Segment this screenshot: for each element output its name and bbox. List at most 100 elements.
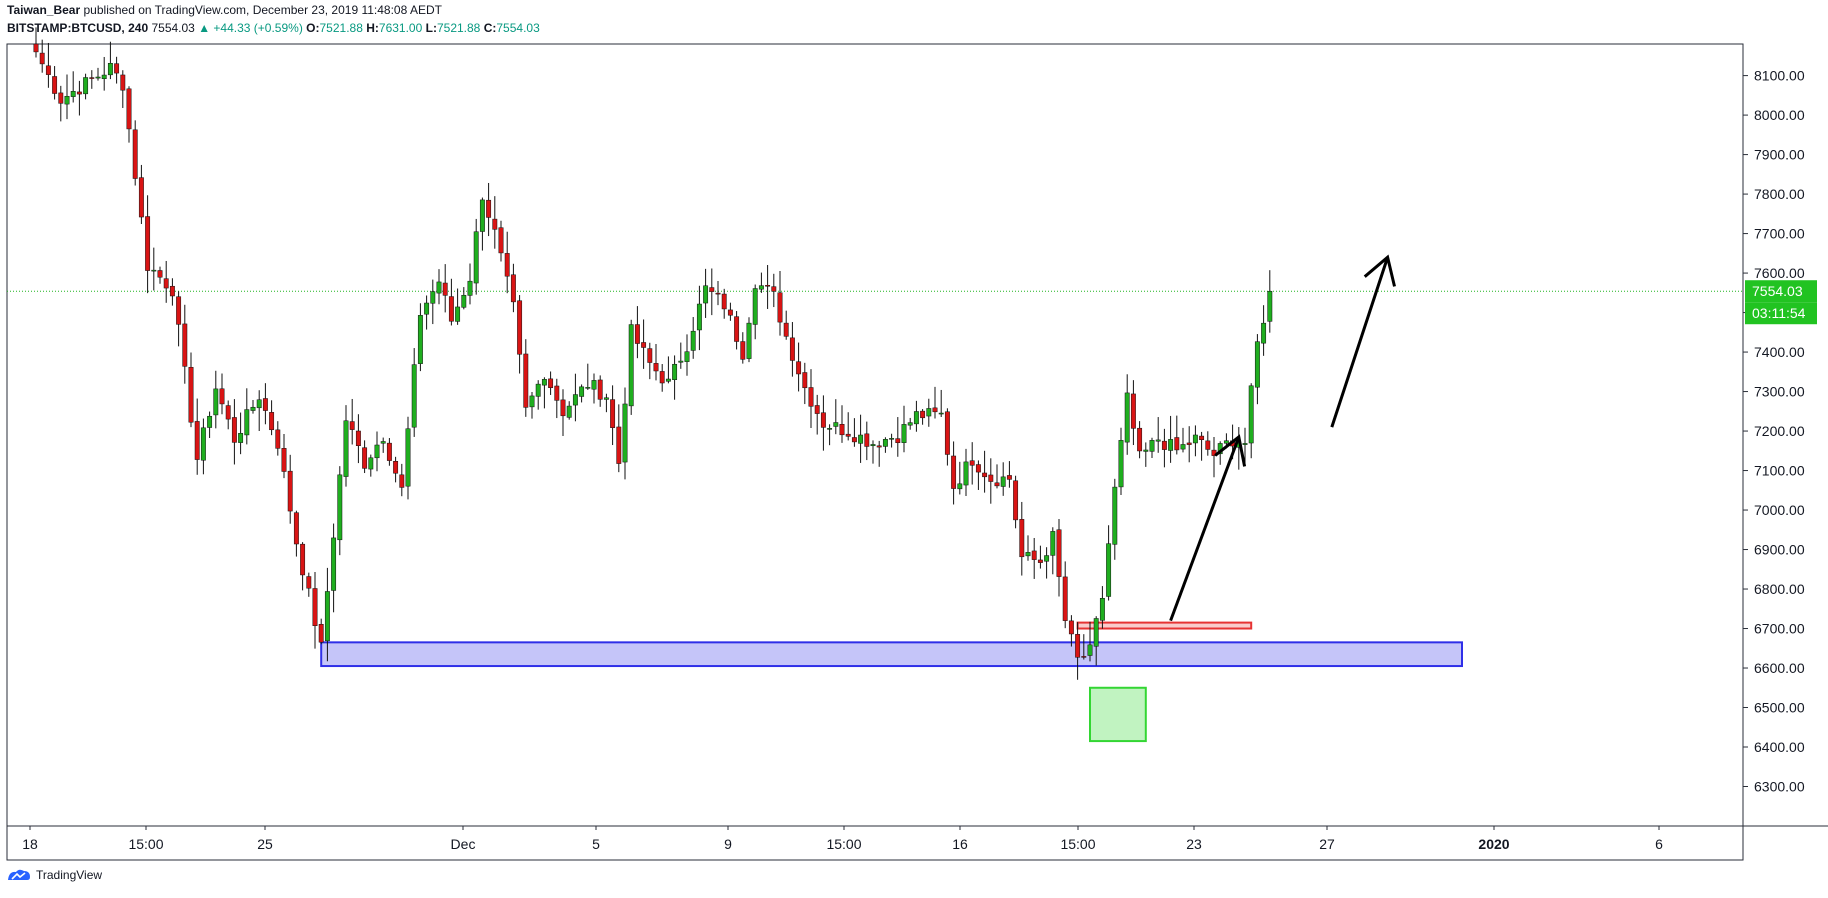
candle	[1267, 270, 1273, 333]
candle	[690, 317, 696, 359]
candle-body	[548, 378, 554, 389]
candle	[486, 182, 492, 237]
candle-body	[820, 412, 826, 428]
candle-body	[597, 379, 603, 400]
y-tick-label: 6300.00	[1754, 779, 1805, 795]
candle-body	[1106, 543, 1112, 597]
candle	[839, 405, 845, 443]
arrow-1	[1169, 434, 1247, 622]
candle	[1075, 622, 1081, 680]
arrow-2	[1330, 254, 1396, 428]
candle-body	[448, 296, 454, 322]
candle	[362, 440, 368, 474]
candle-body	[312, 588, 318, 626]
candle	[851, 418, 857, 447]
candle	[926, 398, 932, 427]
author-name[interactable]: Taiwan_Bear	[7, 3, 81, 17]
candle	[703, 268, 709, 318]
candle	[982, 450, 988, 493]
candle	[120, 70, 126, 108]
candle-body	[796, 361, 802, 375]
candle-body	[436, 281, 442, 294]
y-tick-label: 8100.00	[1754, 68, 1805, 84]
candle-body	[789, 337, 795, 361]
candle	[517, 295, 523, 374]
candle	[1062, 561, 1068, 629]
candle	[1087, 621, 1093, 662]
candle-body	[1044, 555, 1050, 562]
candle-body	[324, 591, 330, 642]
candle	[597, 375, 603, 407]
candle	[1143, 442, 1149, 467]
candle-body	[734, 316, 740, 342]
candle-body	[696, 303, 702, 331]
candle-body	[851, 437, 857, 443]
candle	[256, 390, 262, 432]
candle-body	[207, 415, 213, 428]
candle	[1180, 427, 1186, 453]
candle-body	[529, 395, 535, 408]
candle-body	[250, 406, 256, 411]
candle-body	[455, 306, 461, 322]
candle-body	[510, 274, 516, 303]
candle	[275, 421, 281, 456]
candle-body	[752, 288, 758, 325]
candle-body	[920, 410, 926, 419]
tradingview-footer[interactable]: TradingView	[6, 868, 102, 882]
x-tick-label: 23	[1186, 836, 1202, 852]
publish-info: published on TradingView.com, December 2…	[83, 3, 442, 17]
tradingview-logo-icon	[8, 869, 30, 880]
countdown-badge-text: 03:11:54	[1752, 305, 1806, 321]
last-price: 7554.03	[151, 21, 195, 35]
candle	[374, 431, 380, 472]
candle-body	[665, 378, 671, 382]
candle-body	[982, 472, 988, 478]
candle	[579, 384, 585, 403]
candle	[641, 319, 647, 369]
candle-body	[374, 444, 380, 459]
candle	[479, 197, 485, 251]
candle-body	[975, 464, 981, 473]
candle	[1093, 616, 1099, 666]
candle-body	[1199, 435, 1205, 441]
symbol-info-line: BITSTAMP:BTCUSD, 240 7554.03 ▲ +44.33 (+…	[7, 21, 540, 35]
candle-body	[318, 624, 324, 643]
candle-body	[864, 433, 870, 447]
candle-body	[882, 439, 888, 447]
candle-body	[845, 433, 851, 437]
candle-body	[1099, 598, 1105, 621]
candle-body	[517, 300, 523, 355]
y-tick-label: 6400.00	[1754, 739, 1805, 755]
candle-body	[1081, 656, 1087, 658]
candle	[306, 572, 312, 597]
candle	[492, 196, 498, 249]
candle	[777, 271, 783, 336]
candle-body	[1137, 427, 1143, 452]
candle	[182, 304, 188, 384]
candle	[436, 269, 442, 305]
candle-body	[442, 282, 448, 296]
candle	[523, 339, 529, 417]
candle-body	[461, 294, 467, 308]
y-tick-label: 7000.00	[1754, 502, 1805, 518]
candle	[70, 71, 76, 103]
y-tick-label: 7200.00	[1754, 423, 1805, 439]
candle	[1006, 461, 1012, 488]
candle-body	[368, 457, 374, 470]
x-tick-label: 25	[257, 836, 273, 852]
y-tick-label: 6900.00	[1754, 542, 1805, 558]
candle	[405, 416, 411, 500]
x-tick-label: 9	[724, 836, 732, 852]
candle-body	[343, 420, 349, 477]
candle	[1155, 417, 1161, 453]
candle	[963, 448, 969, 497]
candle-body	[740, 341, 746, 360]
publish-header: Taiwan_Bear published on TradingView.com…	[7, 3, 442, 17]
candle	[157, 266, 163, 284]
candle-body	[200, 427, 206, 461]
candle-body	[492, 218, 498, 230]
candle-body	[405, 428, 411, 487]
candle-body	[771, 286, 777, 292]
candle	[349, 398, 355, 445]
